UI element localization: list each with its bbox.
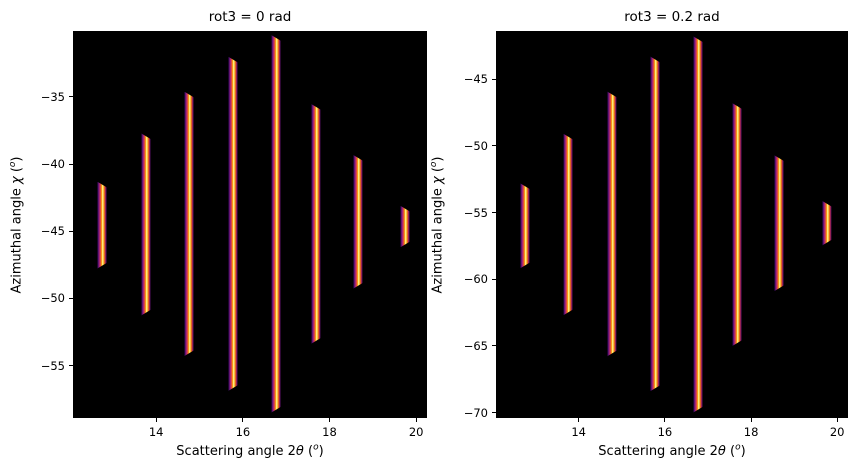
y-tick-mark (492, 145, 496, 147)
diffraction-streak (184, 92, 194, 357)
x-axis-label-text: Scattering angle 2 (176, 444, 296, 459)
diffraction-streak (311, 104, 321, 345)
x-tick-label: 16 (657, 425, 673, 439)
y-axis-label-text: Azimuthal angle (430, 183, 446, 293)
subplot-left-plot-area: rot3 = 0 rad Scattering angle 2θ (o) Azi… (8, 9, 427, 459)
y-tick-mark (69, 297, 73, 299)
subplot-right-plot-area: rot3 = 0.2 rad Scattering angle 2θ (o) A… (429, 9, 848, 459)
x-axis-label-paren-close: ) (740, 444, 746, 459)
x-tick-mark (664, 418, 666, 422)
diffraction-streak (563, 134, 573, 316)
y-tick-label: −50 (463, 138, 488, 153)
y-tick-mark (492, 345, 496, 347)
diffraction-streak (822, 201, 832, 246)
y-tick-label: −60 (463, 272, 488, 287)
degree-superscript: o (8, 161, 19, 167)
y-tick-label: −55 (463, 205, 488, 220)
subplot-left-y-axis-label: Azimuthal angle χ (o) (8, 156, 25, 293)
diffraction-streak (607, 91, 617, 357)
x-tick-mark (750, 418, 752, 422)
x-axis-label-text: Scattering angle 2 (598, 444, 718, 459)
x-tick-label: 14 (148, 425, 164, 439)
x-tick-label: 18 (322, 425, 337, 439)
y-tick-label: −40 (40, 157, 65, 171)
x-tick-label: 18 (743, 425, 759, 439)
x-axis-label-paren: ( (303, 444, 314, 459)
y-axis-label-paren: ( (430, 166, 446, 176)
x-axis-label-paren-close: ) (318, 444, 324, 459)
diffraction-streak (141, 133, 151, 316)
theta-symbol: θ (717, 444, 726, 459)
diffraction-streak (271, 35, 281, 413)
y-tick-label: −45 (40, 224, 65, 239)
y-tick-label: −35 (40, 89, 65, 104)
subplot-right-y-axis-label: Azimuthal angle χ (o) (429, 156, 446, 293)
x-tick-mark (155, 418, 157, 422)
y-tick-label: −70 (463, 405, 488, 420)
y-tick-mark (69, 96, 73, 98)
diffraction-streak (732, 103, 742, 346)
degree-superscript: o (313, 442, 319, 453)
diffraction-streak (228, 57, 238, 392)
x-tick-mark (242, 418, 244, 422)
y-tick-label: −55 (40, 358, 65, 373)
x-tick-label: 20 (408, 425, 424, 439)
subplot-left-title: rot3 = 0 rad (208, 9, 292, 25)
y-tick-label: −65 (463, 338, 488, 353)
x-tick-mark (836, 418, 838, 422)
x-tick-mark (578, 418, 580, 422)
degree-superscript: o (429, 161, 440, 167)
y-axis-label-paren: ( (9, 166, 25, 176)
y-tick-mark (492, 278, 496, 280)
y-axis-label-paren-close: ) (9, 156, 25, 162)
subplot-right-x-axis-label: Scattering angle 2θ (o) (598, 442, 746, 459)
y-tick-label: −50 (40, 291, 65, 306)
chi-symbol: χ (9, 175, 25, 184)
y-tick-mark (492, 412, 496, 414)
y-tick-label: −45 (463, 72, 488, 86)
x-tick-mark (415, 418, 417, 422)
y-tick-mark (69, 365, 73, 367)
x-tick-label: 20 (829, 425, 845, 439)
y-axis-label-text: Azimuthal angle (9, 183, 25, 293)
y-tick-mark (69, 163, 73, 165)
diffraction-streak (97, 182, 107, 269)
diffraction-streak (353, 155, 363, 289)
x-tick-label: 14 (571, 425, 587, 439)
subplot-left-x-axis-label: Scattering angle 2θ (o) (176, 442, 324, 459)
x-axis-label-paren: ( (725, 444, 736, 459)
x-tick-label: 16 (235, 425, 251, 439)
degree-superscript: o (735, 442, 741, 453)
y-tick-mark (492, 212, 496, 213)
theta-symbol: θ (295, 444, 304, 459)
diffraction-streak (520, 183, 530, 268)
y-tick-mark (492, 78, 496, 80)
diffraction-streak (400, 206, 410, 248)
diffraction-streak (650, 56, 660, 391)
diffraction-streak (693, 36, 703, 412)
y-axis-label-paren-close: ) (430, 156, 446, 162)
y-tick-mark (69, 230, 73, 232)
subplot-right-title: rot3 = 0.2 rad (624, 9, 720, 25)
diffraction-streak (774, 155, 784, 291)
chi-symbol: χ (430, 175, 446, 184)
x-tick-mark (329, 418, 330, 422)
